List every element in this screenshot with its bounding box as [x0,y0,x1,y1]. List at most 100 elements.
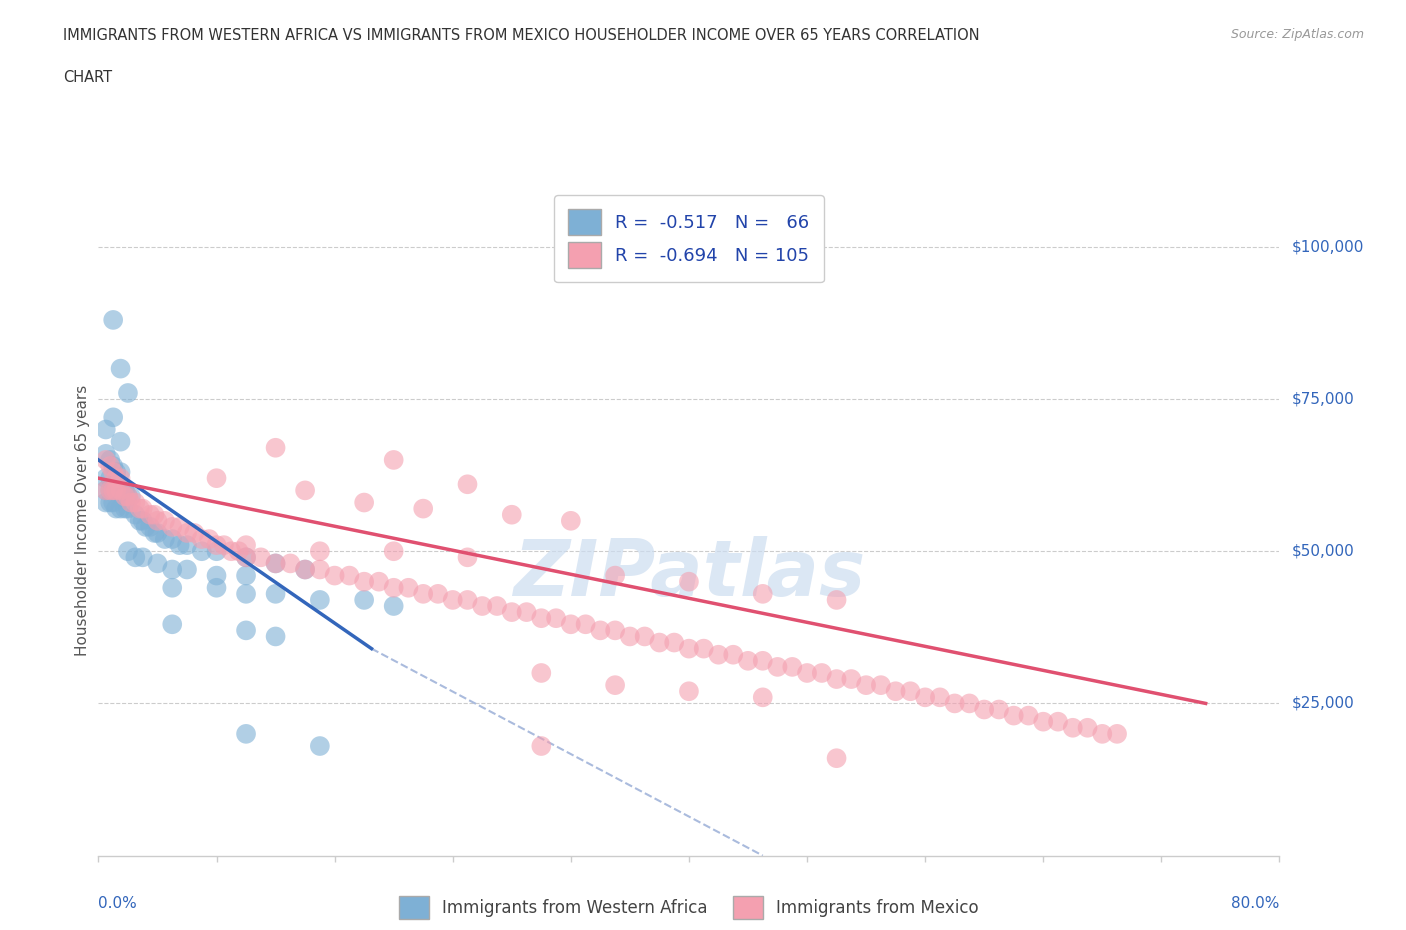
Text: ZIPatlas: ZIPatlas [513,537,865,612]
Point [143,525,166,540]
Point [162,617,183,631]
Point [110,465,132,480]
Point [128,513,150,528]
Point [103,312,125,327]
Point [943,696,966,711]
Point [94,483,117,498]
Point [105,471,128,485]
Legend: Immigrants from Western Africa, Immigrants from Mexico: Immigrants from Western Africa, Immigran… [391,887,987,927]
Point [560,617,582,631]
Point [120,495,142,510]
Point [294,562,316,577]
Point [721,647,744,662]
Point [128,501,150,516]
Point [162,562,183,577]
Point [183,525,205,540]
Point [219,544,242,559]
Point [501,604,523,619]
Point [264,556,287,571]
Point [98,471,121,485]
Point [959,696,981,711]
Point [169,538,191,552]
Point [117,544,139,559]
Point [1002,708,1025,723]
Point [412,587,434,602]
Point [135,520,157,535]
Point [205,538,228,552]
Point [124,507,146,522]
Point [751,654,773,669]
Point [309,544,332,559]
Point [105,483,128,498]
Point [198,532,221,547]
Point [337,568,360,583]
Point [264,629,287,644]
Text: $100,000: $100,000 [1291,239,1364,255]
Point [309,562,332,577]
Point [120,489,142,504]
Point [105,501,128,516]
Point [737,654,759,669]
Point [162,520,183,535]
Point [105,477,128,492]
Point [110,471,132,485]
Point [589,623,612,638]
Point [1046,714,1069,729]
Point [103,477,125,492]
Point [605,678,627,693]
Point [212,538,235,552]
Point [146,525,169,540]
Point [176,562,198,577]
Point [810,666,832,681]
Point [678,641,700,656]
Point [98,483,121,498]
Point [973,702,995,717]
Point [678,574,700,589]
Point [94,446,117,461]
Point [117,386,139,401]
Point [664,635,686,650]
Point [132,501,155,516]
Point [139,507,162,522]
Point [264,556,287,571]
Point [103,495,125,510]
Point [987,702,1010,717]
Point [353,495,375,510]
Point [98,483,121,498]
Point [278,556,302,571]
Text: CHART: CHART [63,70,112,85]
Point [471,599,494,614]
Point [110,483,132,498]
Point [382,599,405,614]
Point [353,592,375,607]
Point [560,513,582,528]
Point [235,550,257,565]
Point [228,544,250,559]
Point [619,629,641,644]
Point [132,550,155,565]
Point [515,604,537,619]
Point [124,550,146,565]
Point [323,568,346,583]
Text: $75,000: $75,000 [1291,392,1354,406]
Point [176,538,198,552]
Point [1032,714,1054,729]
Point [94,422,117,437]
Point [501,507,523,522]
Text: $25,000: $25,000 [1291,696,1354,711]
Point [235,538,257,552]
Point [530,738,553,753]
Point [105,465,128,480]
Point [382,544,405,559]
Point [839,671,862,686]
Point [191,532,214,547]
Point [139,520,162,535]
Point [869,678,891,693]
Point [914,690,936,705]
Point [103,483,125,498]
Point [191,544,214,559]
Point [353,574,375,589]
Point [441,592,464,607]
Point [544,611,567,626]
Point [94,453,117,468]
